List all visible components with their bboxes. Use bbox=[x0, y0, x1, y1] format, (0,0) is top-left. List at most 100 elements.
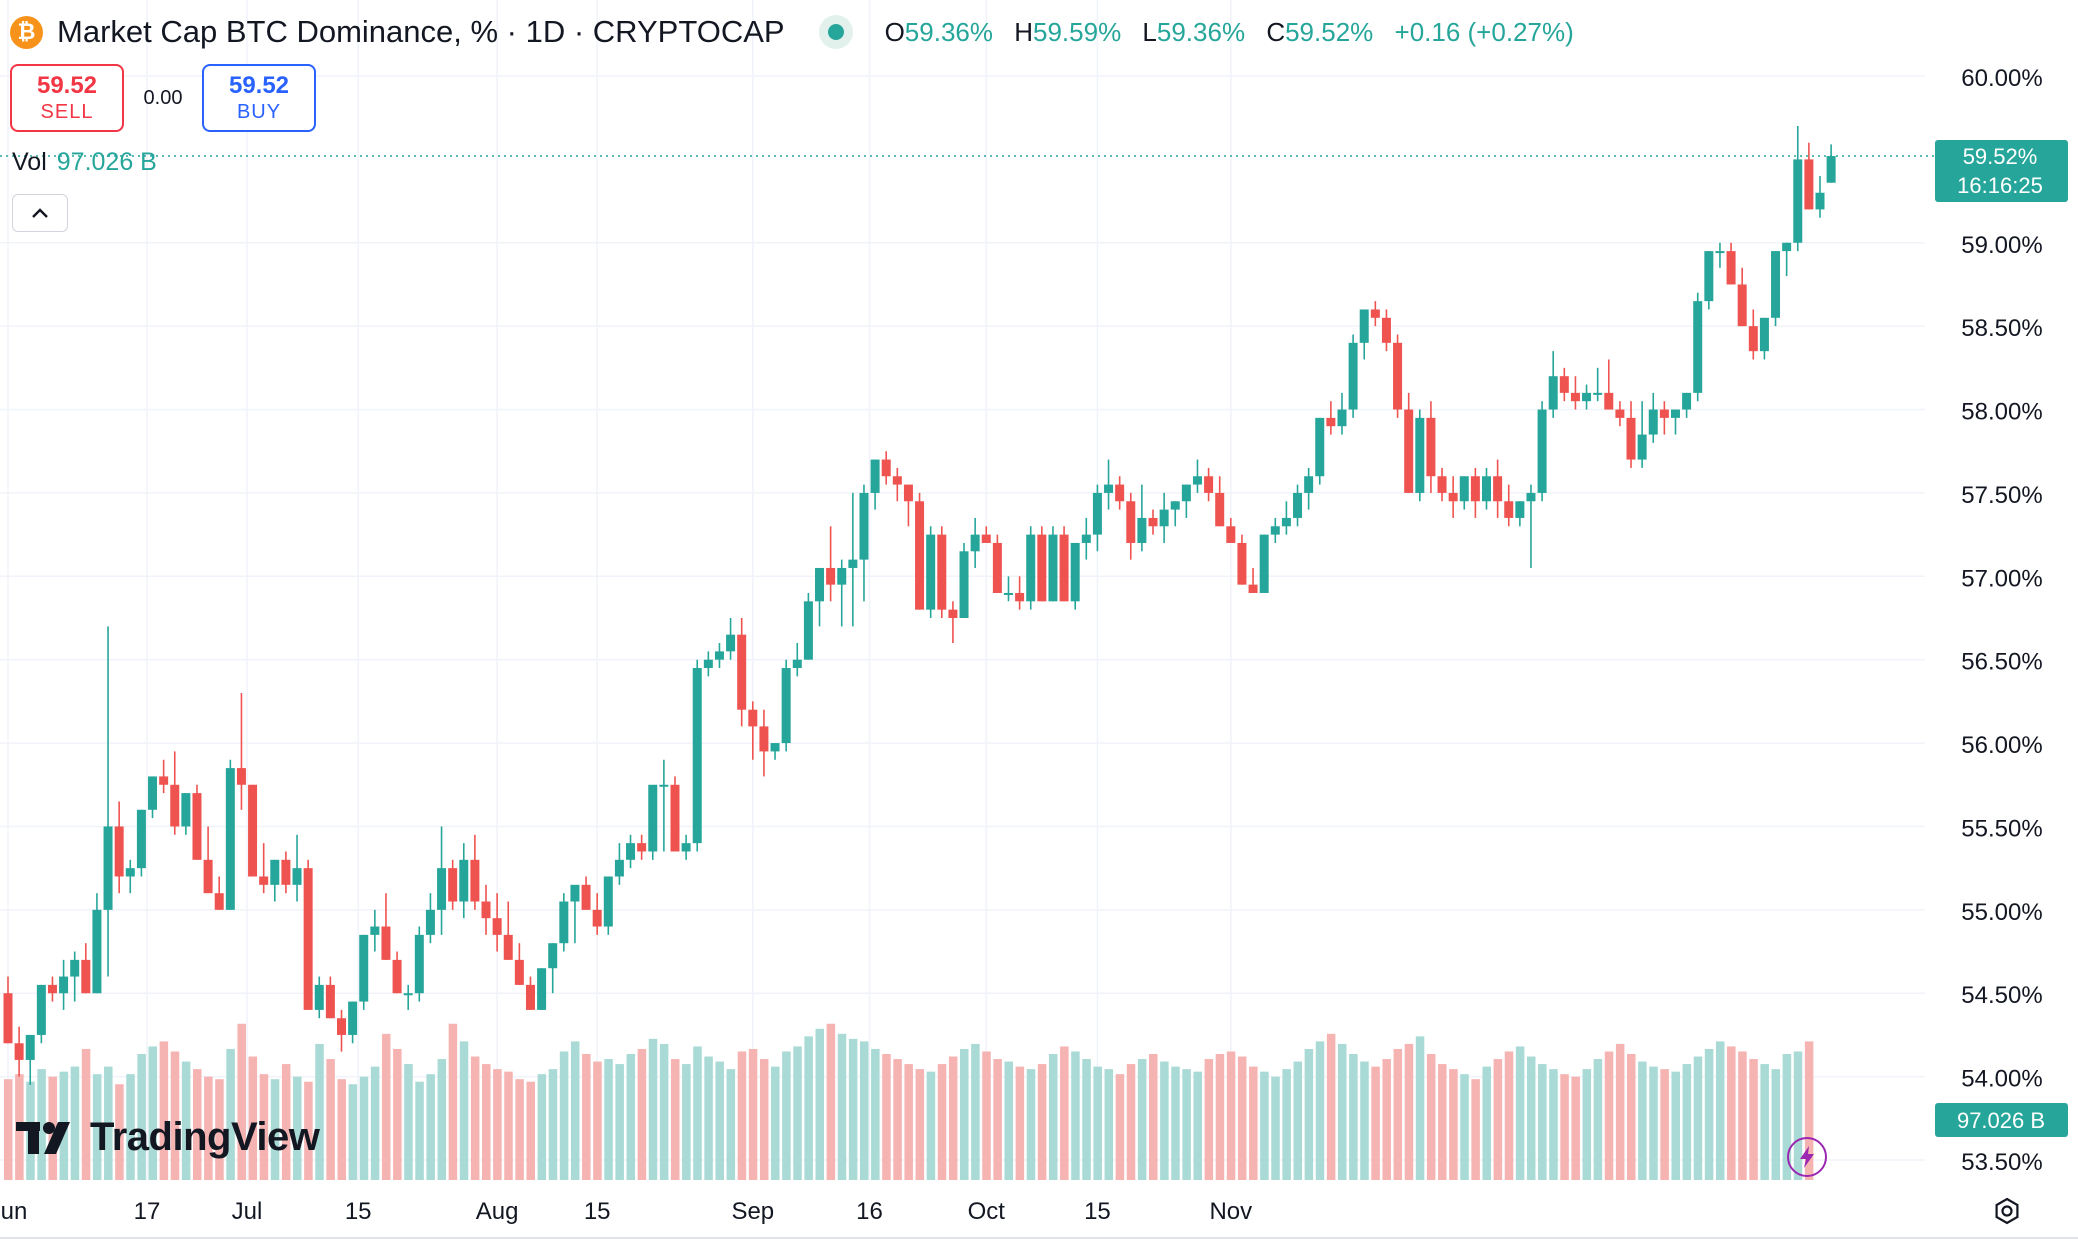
candle bbox=[81, 943, 91, 994]
x-tick-label: Oct bbox=[968, 1198, 1006, 1225]
buy-button[interactable]: 59.52 BUY bbox=[202, 64, 316, 132]
volume-bar bbox=[871, 1048, 880, 1180]
volume-bar bbox=[726, 1069, 736, 1180]
sell-button[interactable]: 59.52 SELL bbox=[10, 64, 124, 132]
volume-bar bbox=[1104, 1069, 1114, 1180]
candle bbox=[203, 826, 213, 894]
volume-bar bbox=[1627, 1054, 1636, 1180]
candle bbox=[103, 626, 113, 977]
volume-bar bbox=[782, 1051, 791, 1180]
x-tick-label: Jul bbox=[232, 1198, 263, 1225]
candle bbox=[47, 976, 57, 1002]
candle bbox=[1759, 317, 1769, 360]
volume-bar bbox=[637, 1048, 647, 1180]
y-axis[interactable]: 60.00% 59.00% 58.50% 58.00% 57.50% 57.00% 56.5… bbox=[1961, 65, 2042, 1176]
symbol-title[interactable]: Market Cap BTC Dominance, % · 1D · CRYPT… bbox=[57, 14, 785, 49]
volume-bar bbox=[1582, 1069, 1592, 1180]
candle bbox=[1003, 576, 1013, 602]
volume-bar bbox=[626, 1054, 636, 1180]
candle bbox=[1370, 301, 1380, 327]
volume-bar bbox=[1226, 1051, 1236, 1180]
candle bbox=[1115, 476, 1125, 510]
candle bbox=[1804, 142, 1814, 210]
candle bbox=[1548, 351, 1558, 418]
y-tick-label: 60.00% bbox=[1961, 65, 2042, 92]
volume-bar bbox=[926, 1071, 936, 1180]
candle bbox=[1771, 251, 1781, 327]
volume-bar bbox=[1638, 1061, 1647, 1180]
volume-bar bbox=[715, 1061, 724, 1180]
volume-bar bbox=[960, 1048, 969, 1180]
volume-bar bbox=[1760, 1064, 1769, 1180]
lightning-icon[interactable] bbox=[1787, 1137, 1827, 1177]
volume-bar bbox=[1471, 1079, 1480, 1180]
volume-bar bbox=[1260, 1071, 1269, 1180]
candle bbox=[114, 801, 124, 894]
tradingview-logo[interactable]: TradingView bbox=[16, 1115, 320, 1160]
volume-bar bbox=[248, 1056, 258, 1180]
candle bbox=[1504, 484, 1514, 527]
candle bbox=[1448, 476, 1458, 518]
candle bbox=[1626, 401, 1636, 468]
candle bbox=[1348, 334, 1358, 418]
candle bbox=[392, 951, 402, 994]
volume-legend[interactable]: Vol 97.026 B bbox=[12, 148, 157, 177]
candle bbox=[1582, 384, 1592, 410]
volume-bar bbox=[1171, 1066, 1180, 1180]
volume-bar bbox=[1615, 1043, 1625, 1180]
volume-bar bbox=[859, 1041, 869, 1180]
candle bbox=[1393, 334, 1403, 418]
volume-bar bbox=[1215, 1054, 1225, 1180]
volume-bar bbox=[593, 1061, 602, 1180]
candle bbox=[1459, 476, 1469, 510]
volume-bar bbox=[1015, 1066, 1025, 1180]
candle bbox=[325, 976, 335, 1019]
volume-bar bbox=[1382, 1059, 1391, 1180]
candle bbox=[781, 659, 791, 752]
low-value: 59.36% bbox=[1156, 16, 1246, 47]
volume-bar bbox=[526, 1081, 535, 1180]
candle bbox=[1748, 309, 1758, 360]
volume-bar bbox=[270, 1079, 280, 1180]
y-tick-label: 57.50% bbox=[1961, 482, 2042, 509]
collapse-legend-button[interactable] bbox=[12, 194, 68, 232]
candle bbox=[1659, 401, 1669, 435]
candle bbox=[1515, 501, 1525, 527]
candle bbox=[692, 659, 702, 852]
volume-bar bbox=[759, 1059, 769, 1180]
candle bbox=[425, 893, 435, 944]
volume-bar bbox=[815, 1028, 825, 1180]
candle bbox=[892, 467, 902, 502]
volume-bar bbox=[181, 1061, 191, 1180]
candle bbox=[192, 784, 202, 860]
settings-icon[interactable] bbox=[1992, 1196, 2022, 1226]
x-axis[interactable]: Jun 17 Jul 15 Aug 15 Sep 16 Oct 15 Nov bbox=[0, 1198, 1252, 1225]
candle bbox=[614, 843, 624, 885]
volume-bar bbox=[404, 1064, 413, 1180]
tradingview-logo-text: TradingView bbox=[90, 1115, 320, 1159]
candle bbox=[1359, 309, 1369, 360]
x-tick-label: 16 bbox=[856, 1198, 883, 1225]
candle bbox=[1826, 144, 1836, 183]
high-value: 59.59% bbox=[1033, 16, 1122, 47]
volume-bar bbox=[1115, 1074, 1125, 1180]
volume-bar bbox=[737, 1051, 747, 1180]
volume-bar bbox=[293, 1076, 302, 1180]
candle bbox=[1048, 526, 1058, 602]
market-status-icon[interactable] bbox=[818, 15, 853, 49]
volume-bar bbox=[893, 1059, 902, 1180]
volume-bar bbox=[1649, 1066, 1658, 1180]
volume-bar bbox=[1326, 1033, 1336, 1180]
candle bbox=[181, 793, 191, 835]
candle bbox=[981, 526, 991, 543]
volume-bar bbox=[1660, 1069, 1669, 1180]
volume-bar bbox=[1360, 1061, 1369, 1180]
candle bbox=[870, 459, 880, 510]
volume-bar bbox=[1504, 1051, 1514, 1180]
volume-bar bbox=[793, 1046, 802, 1180]
candle bbox=[626, 834, 636, 869]
candle bbox=[1148, 509, 1158, 535]
x-tick-label: Sep bbox=[731, 1198, 774, 1225]
volume-bar bbox=[682, 1064, 691, 1180]
